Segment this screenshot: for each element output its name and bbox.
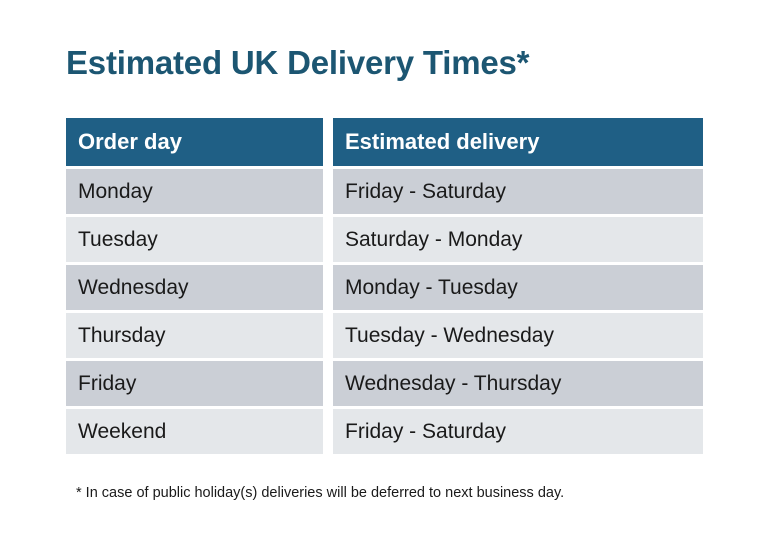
cell-order-day: Wednesday [66,265,323,310]
cell-estimated-delivery: Monday - Tuesday [333,265,703,310]
table-row: Thursday Tuesday - Wednesday [66,313,703,358]
cell-estimated-delivery: Friday - Saturday [333,409,703,454]
footnote-text: * In case of public holiday(s) deliverie… [76,485,565,501]
cell-order-day: Thursday [66,313,323,358]
table-row: Monday Friday - Saturday [66,169,703,214]
table-row: Friday Wednesday - Thursday [66,361,703,406]
cell-estimated-delivery: Friday - Saturday [333,169,703,214]
delivery-times-table: Order day Estimated delivery Monday Frid… [66,118,703,454]
table-row: Weekend Friday - Saturday [66,409,703,454]
cell-estimated-delivery: Wednesday - Thursday [333,361,703,406]
column-header-estimated-delivery: Estimated delivery [333,118,703,166]
table-row: Tuesday Saturday - Monday [66,217,703,262]
table-header-row: Order day Estimated delivery [66,118,703,166]
cell-order-day: Tuesday [66,217,323,262]
cell-order-day: Weekend [66,409,323,454]
cell-estimated-delivery: Tuesday - Wednesday [333,313,703,358]
page-title: Estimated UK Delivery Times* [66,44,530,81]
cell-estimated-delivery: Saturday - Monday [333,217,703,262]
cell-order-day: Monday [66,169,323,214]
cell-order-day: Friday [66,361,323,406]
table-row: Wednesday Monday - Tuesday [66,265,703,310]
column-header-order-day: Order day [66,118,323,166]
